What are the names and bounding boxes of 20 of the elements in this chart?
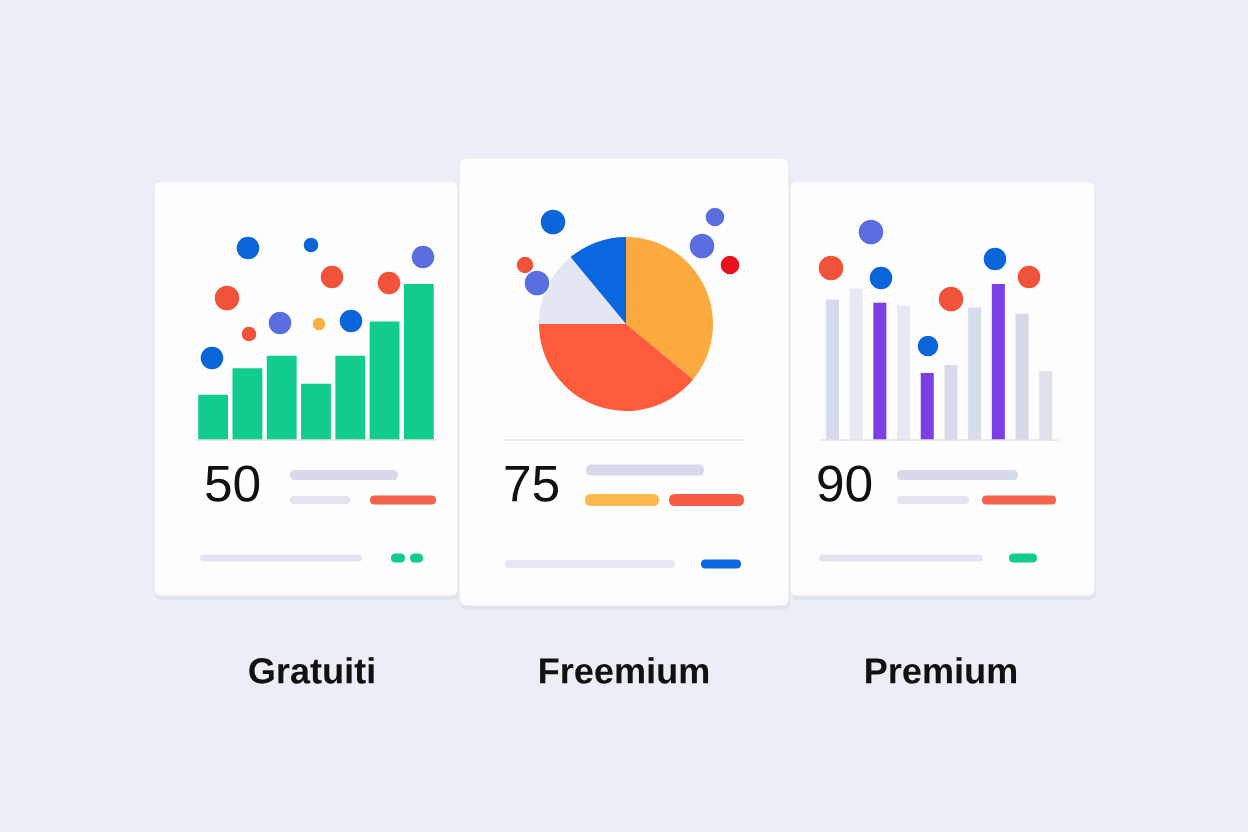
bar [403,284,434,440]
bar [198,394,229,440]
text: 90 [818,465,872,502]
pie-slice [539,324,694,411]
text: Gratuiti [249,657,374,684]
text: Freemium [540,657,709,684]
bar [335,355,366,440]
text: Premium [866,657,1017,684]
pie-slice [626,237,713,380]
bar [991,284,1005,440]
pie-slice [539,256,626,324]
bar [266,355,297,440]
bar [369,321,400,440]
bar [873,302,887,440]
pie-slice [570,237,626,324]
bar [920,372,934,440]
bar [232,368,263,440]
text: 75 [505,465,559,502]
bar [301,383,331,440]
text: 50 [206,465,260,502]
